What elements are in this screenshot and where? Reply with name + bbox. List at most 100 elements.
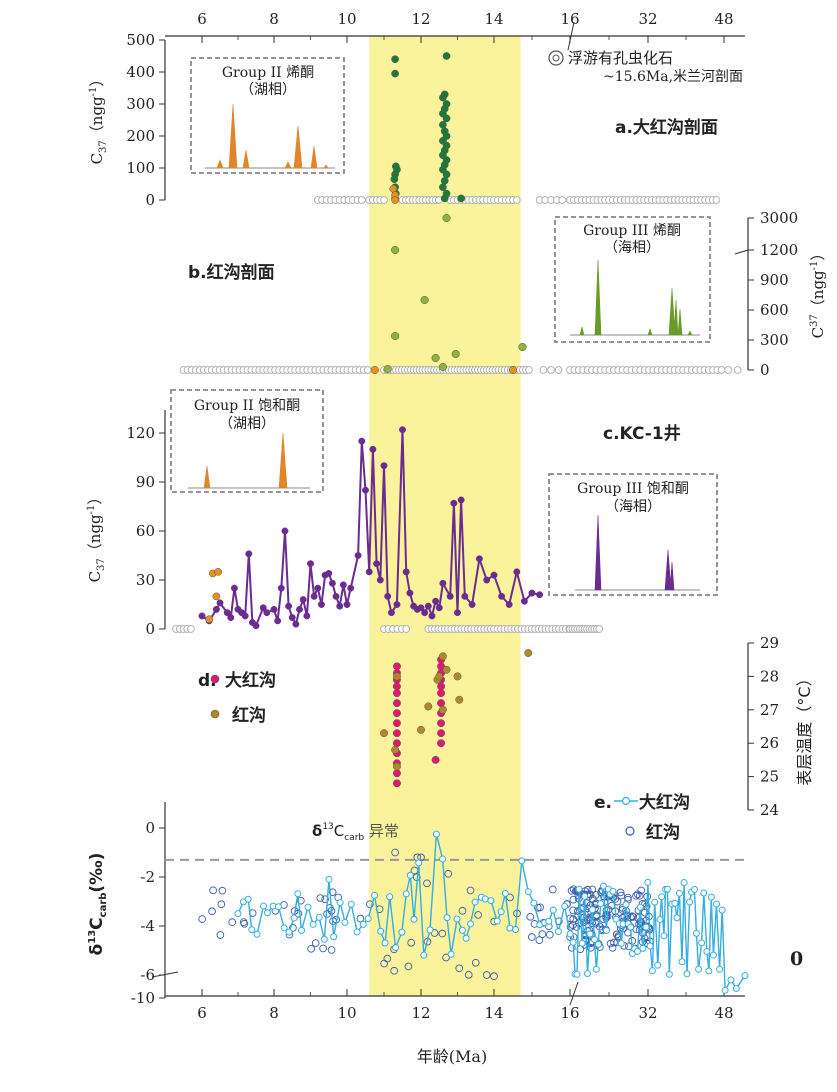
panel-c-point xyxy=(450,499,458,507)
panel-e-dahonggou-point xyxy=(447,950,455,958)
panel-d-point xyxy=(393,699,401,708)
panel-e-dahonggou-point xyxy=(703,947,711,955)
x-tick-label-top: 48 xyxy=(714,10,733,28)
panel-e-honggou-point xyxy=(588,885,597,894)
panel-e-dahonggou-point xyxy=(439,855,447,863)
panel-d-point xyxy=(442,665,451,674)
panel-d-point xyxy=(437,719,446,728)
panel-e-honggou-point xyxy=(535,936,544,944)
panel-d-point xyxy=(393,779,401,788)
y-tick-label-b: 900 xyxy=(760,271,789,289)
panel-a-point xyxy=(442,52,451,60)
panel-e-dahonggou-point xyxy=(406,871,414,879)
panel-c-point xyxy=(303,612,311,620)
panel-e-honggou-point xyxy=(474,911,482,919)
panel-e-dahonggou-point xyxy=(493,917,501,925)
panel-e-honggou-point xyxy=(404,962,413,971)
panel-e-honggou-point xyxy=(209,886,217,895)
nondetect-point-c xyxy=(187,625,195,633)
x-tick-label-top: 14 xyxy=(484,10,503,28)
panel-e-honggou-point xyxy=(538,930,547,938)
panel-e-dahonggou-point xyxy=(386,893,394,901)
panel-c-point xyxy=(387,609,395,617)
inset-peak xyxy=(677,308,683,336)
legend-e: e. 大红沟 红沟 xyxy=(594,792,690,843)
panel-c-point xyxy=(384,592,392,600)
foraminifera-icon xyxy=(548,50,564,66)
nondetect-point-b xyxy=(554,366,563,374)
panel-c-point xyxy=(332,592,340,600)
panel-e-dahonggou-point xyxy=(663,885,671,893)
panel-c-point xyxy=(528,589,536,597)
panel-c-point xyxy=(406,589,414,597)
panel-e-dahonggou-point xyxy=(501,889,509,897)
panel-e-honggou-point xyxy=(455,964,464,973)
panel-e-honggou-point xyxy=(208,907,216,916)
panel-c-point xyxy=(468,601,476,608)
panel-e-dahonggou-point xyxy=(487,897,495,905)
panel-e-dahonggou-point xyxy=(573,970,581,978)
inset-b-frame xyxy=(554,216,711,343)
panel-e-dahonggou-point xyxy=(359,920,367,928)
panel-e-dahonggou-point xyxy=(627,923,635,931)
panel-c-point xyxy=(475,555,483,563)
panel-c-point xyxy=(424,602,432,610)
panel-d-point xyxy=(393,709,401,718)
panel-e-honggou-point xyxy=(527,933,536,941)
y-tick-label-a: 500 xyxy=(126,31,155,49)
panel-e-honggou-point xyxy=(628,912,637,921)
inset-peak xyxy=(669,561,675,591)
inset-c1-subtitle: （湖相） xyxy=(219,416,275,432)
panel-e-honggou-point xyxy=(307,944,316,953)
panel-c-point xyxy=(505,601,513,608)
panel-e-dahonggou-point xyxy=(588,906,596,914)
x-tick-label-bottom: 14 xyxy=(484,1004,503,1022)
panel-d-point xyxy=(431,755,440,764)
panel-e-dahonggou-point xyxy=(673,914,681,922)
panel-c-point xyxy=(252,622,260,630)
legend-d: d. 大红沟 红沟 xyxy=(198,670,276,726)
panel-e-dahonggou-point xyxy=(341,918,349,926)
panel-e-dahonggou-point xyxy=(597,900,605,908)
panel-e-honggou-point xyxy=(572,923,581,931)
side-mark-zero: 0 xyxy=(790,948,803,970)
panel-e-dahonggou-point xyxy=(248,926,256,934)
panel-e-dahonggou-point xyxy=(665,970,673,978)
x-tick-label-bottom: 12 xyxy=(411,1004,430,1022)
panel-c-point xyxy=(281,527,289,535)
panel-e-honggou-point xyxy=(610,938,618,947)
panel-c-point xyxy=(296,605,303,613)
panel-c-point xyxy=(227,614,235,622)
panel-d-point xyxy=(393,762,401,771)
panel-e-dahonggou-point xyxy=(718,906,726,914)
panel-c-point xyxy=(520,597,528,605)
panel-e-dahonggou-point xyxy=(713,900,721,908)
panel-e-dahonggou-point xyxy=(741,972,749,980)
panel-e-dahonggou-point xyxy=(636,903,644,911)
panel-a-point xyxy=(440,194,449,203)
panel-b-point xyxy=(451,349,460,359)
x-tick-label-bottom: 48 xyxy=(714,1004,733,1022)
panel-e-dahonggou-point xyxy=(683,970,691,978)
inset-c2-frame xyxy=(548,473,718,596)
panel-c-point xyxy=(428,612,436,620)
panel-e-dahonggou-point xyxy=(518,857,526,865)
inset-b-title: Group III 烯酮 xyxy=(583,223,681,239)
nondetect-point-a xyxy=(512,196,521,204)
panel-e-honggou-point xyxy=(569,906,577,915)
inset-b-peaks xyxy=(570,259,700,336)
panel-c-point xyxy=(483,576,491,584)
panel-c-point xyxy=(439,579,447,587)
y-tick-label-b: 300 xyxy=(760,331,789,349)
y-tick-label-a: 100 xyxy=(126,159,155,177)
panel-e-dahonggou-point xyxy=(298,926,306,934)
panel-d-point xyxy=(393,689,401,698)
panel-b-point xyxy=(518,342,527,352)
panel-c-point xyxy=(536,591,544,599)
panel-e-dahonggou-point xyxy=(686,898,694,906)
panel-e-dahonggou-point xyxy=(381,939,389,947)
panel-c-label: c.KC-1井 xyxy=(603,423,681,444)
panel-c-point xyxy=(325,570,333,577)
panel-a-point xyxy=(391,69,399,78)
panel-e-dahonggou-point xyxy=(506,924,514,932)
